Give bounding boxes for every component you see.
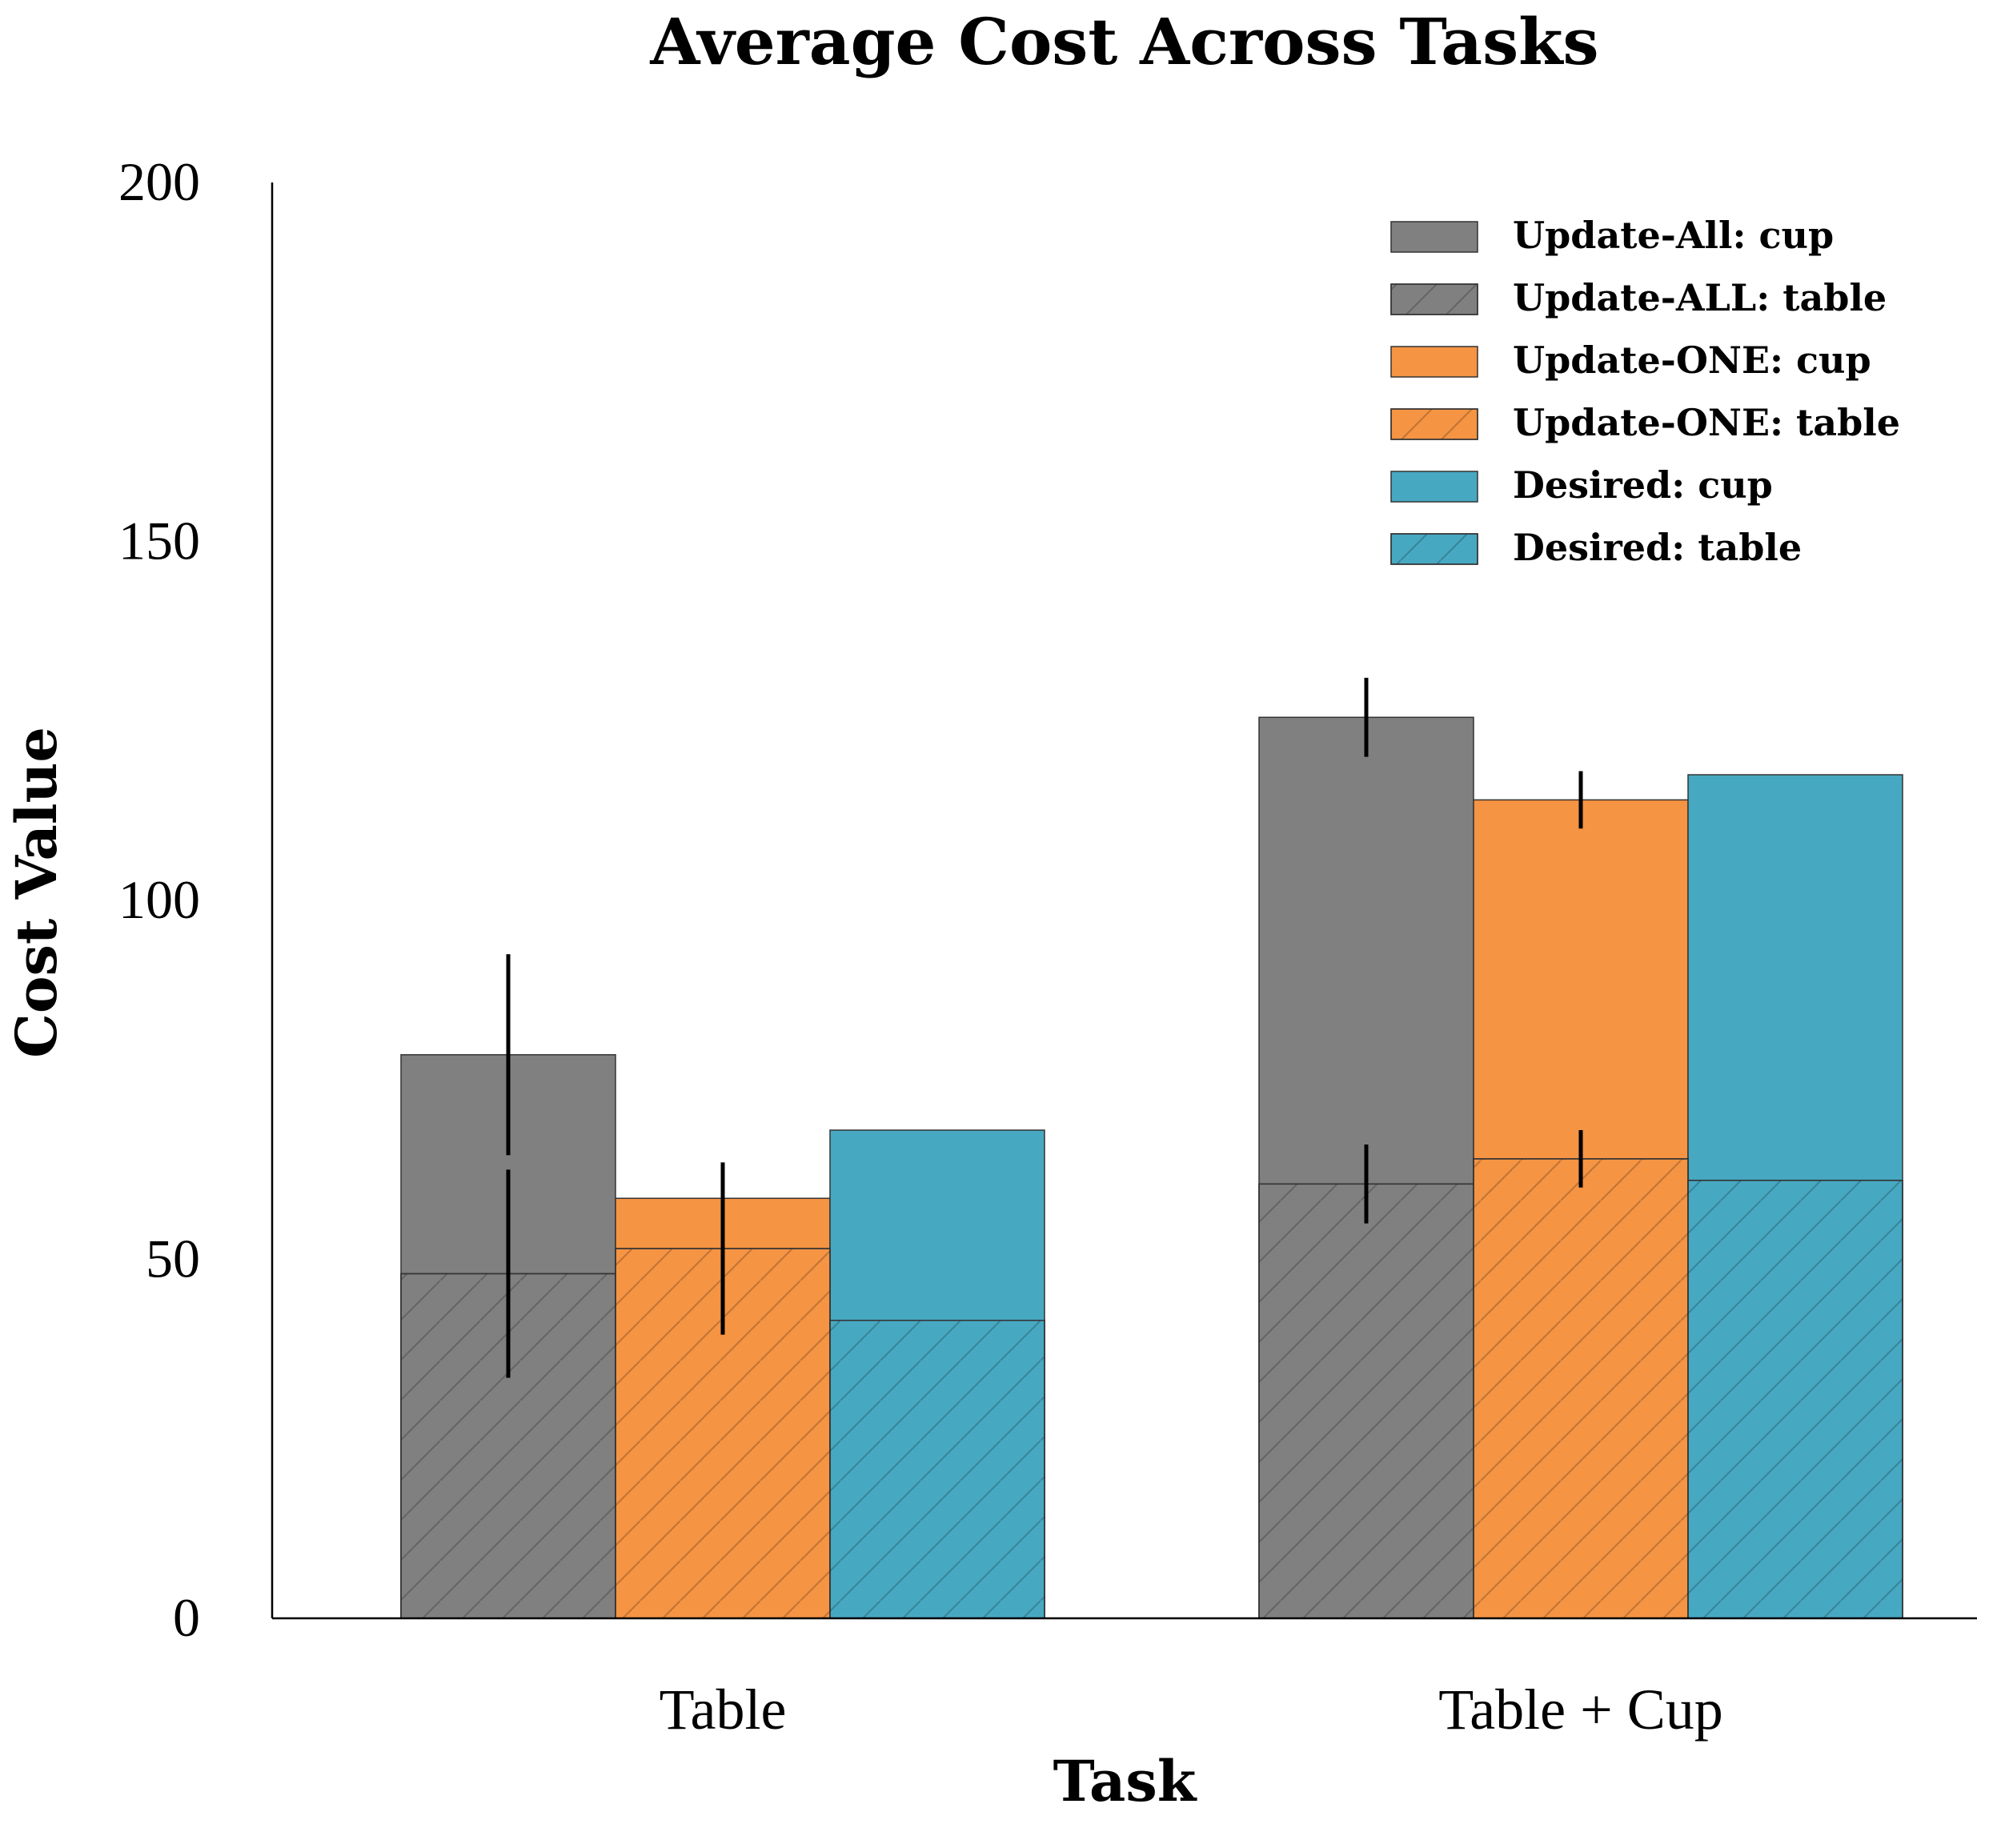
legend-label: Desired: table xyxy=(1513,526,1802,569)
axes-layer: 0 50 100 150 200 Table Table + Cup xyxy=(118,151,1977,1742)
legend-label: Desired: cup xyxy=(1513,463,1773,507)
x-tick-label: Table xyxy=(660,1678,787,1742)
legend-swatch xyxy=(1390,471,1478,503)
x-tick-label: Table + Cup xyxy=(1438,1678,1723,1742)
y-tick-label: 200 xyxy=(118,151,200,212)
legend-swatch xyxy=(1390,221,1478,253)
y-tick-label: 150 xyxy=(118,511,200,571)
legend-label: Update-ALL: table xyxy=(1513,276,1887,319)
legend-swatch-hatch xyxy=(1390,533,1478,565)
legend-label: Update-All: cup xyxy=(1513,214,1834,257)
x-axis-label: Task xyxy=(1053,1748,1197,1814)
bar-hatch-1-1 xyxy=(1258,1183,1474,1619)
bars-layer xyxy=(400,677,1903,1619)
legend-swatch-hatch xyxy=(1390,408,1478,440)
chart-title: Average Cost Across Tasks xyxy=(649,4,1598,79)
bar-hatch-3-1 xyxy=(1473,1158,1689,1619)
bar-hatch-5-0 xyxy=(829,1319,1045,1619)
y-tick-label: 50 xyxy=(146,1229,200,1289)
legend-swatch-hatch xyxy=(1390,283,1478,315)
y-axis-label: Cost Value xyxy=(3,727,70,1058)
bar-hatch-5-1 xyxy=(1687,1180,1903,1619)
legend-label: Update-ONE: table xyxy=(1513,401,1900,444)
y-tick-label: 100 xyxy=(118,869,200,930)
y-tick-label: 0 xyxy=(173,1587,200,1648)
legend-swatch xyxy=(1390,346,1478,378)
legend-label: Update-ONE: cup xyxy=(1513,339,1871,382)
legend: Update-All: cup Update-ALL: table Update-O… xyxy=(1390,214,1900,569)
